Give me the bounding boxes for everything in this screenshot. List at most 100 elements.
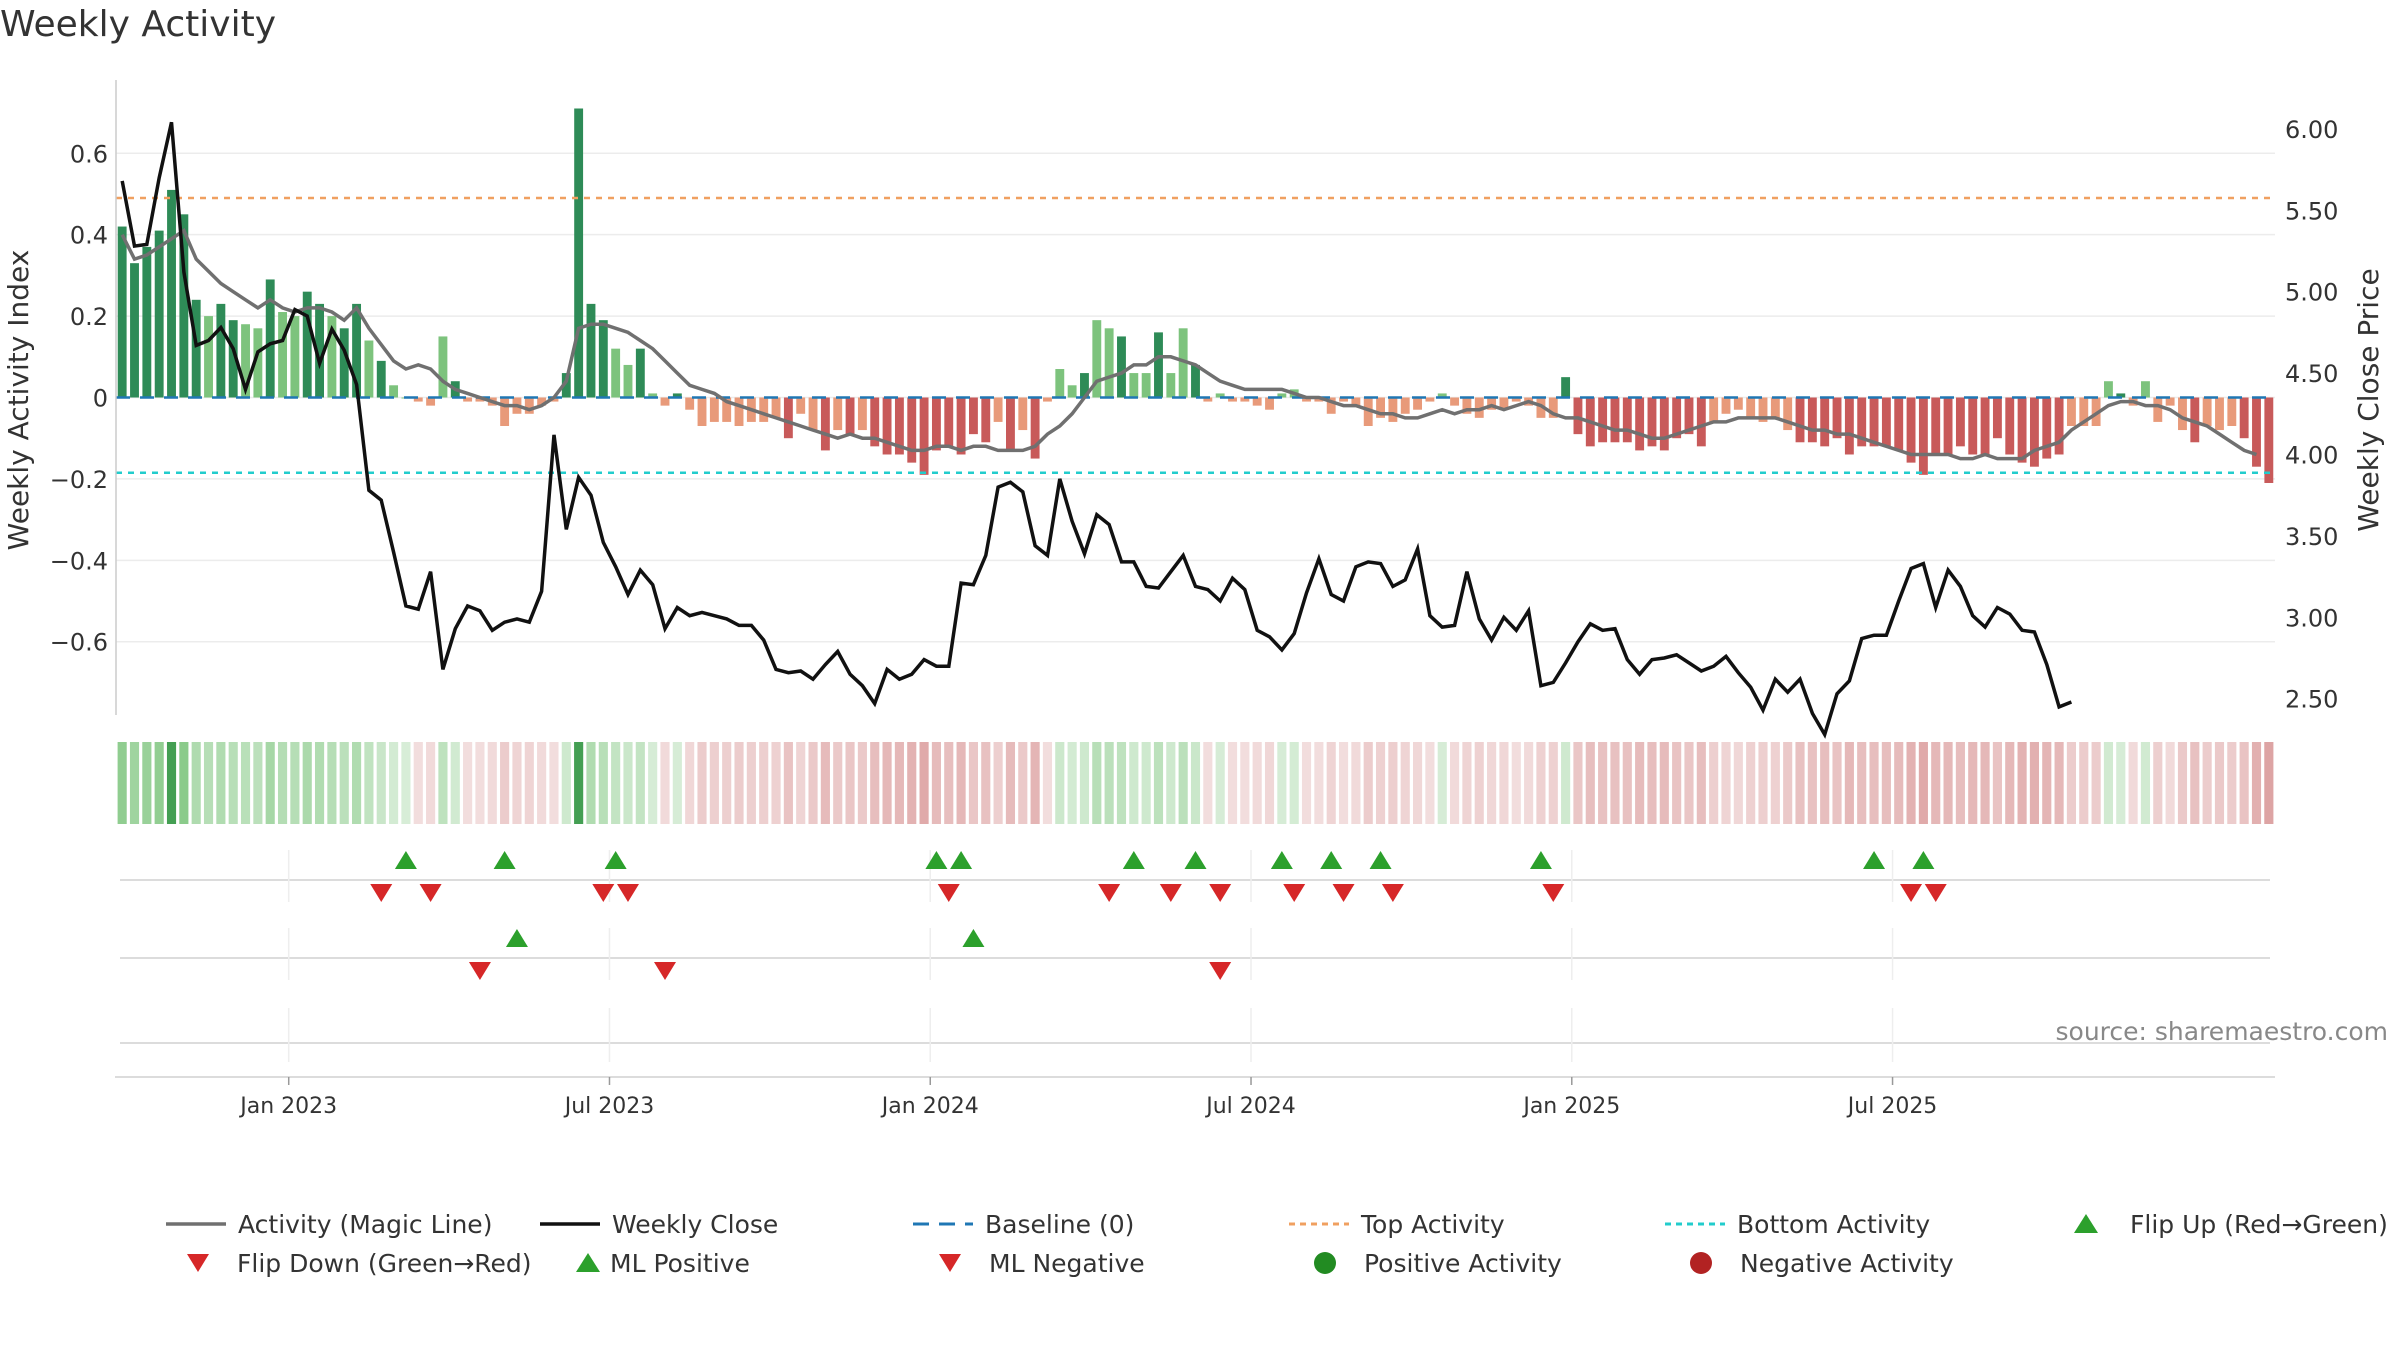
y-tick-label-right: 4.00 xyxy=(2285,441,2338,469)
activity-bar xyxy=(1881,397,1891,447)
activity-bar xyxy=(1339,397,1348,402)
activity-bar xyxy=(1104,328,1114,398)
activity-bar xyxy=(1363,397,1373,426)
activity-bar xyxy=(993,397,1003,422)
activity-bar xyxy=(364,340,374,398)
activity-bar xyxy=(1548,397,1558,418)
heat-cell xyxy=(265,742,275,824)
activity-bar xyxy=(2066,397,2076,426)
heat-cell xyxy=(2190,742,2200,824)
heat-cell xyxy=(611,742,621,824)
heat-cell xyxy=(352,742,362,824)
flip-down-marker xyxy=(1900,884,1923,902)
heat-cell xyxy=(931,742,941,824)
activity-bar xyxy=(1351,397,1361,406)
activity-bar xyxy=(648,393,658,398)
flip-down-marker xyxy=(419,884,442,902)
activity-bar xyxy=(2202,397,2212,426)
heat-cell xyxy=(1301,742,1312,824)
activity-bar xyxy=(1746,397,1756,418)
activity-bar xyxy=(1191,364,1200,398)
activity-bar xyxy=(1770,397,1780,418)
activity-bar xyxy=(1721,397,1731,414)
heat-cell xyxy=(463,742,473,824)
heat-cell xyxy=(1548,742,1558,824)
activity-bar xyxy=(1092,320,1102,398)
heat-cell xyxy=(586,742,596,824)
heat-cell xyxy=(2017,742,2027,824)
heat-cell xyxy=(1487,742,1497,824)
activity-bar xyxy=(882,397,892,455)
heat-cell xyxy=(1289,742,1299,824)
magic-line xyxy=(120,227,2258,461)
y-tick-label-left: 0.4 xyxy=(70,222,108,250)
flip-up-marker xyxy=(925,851,948,869)
heat-cell xyxy=(1116,742,1127,824)
activity-bar xyxy=(697,397,707,426)
activity-bar xyxy=(1228,397,1237,402)
activity-bar xyxy=(1943,397,1953,455)
heat-cell xyxy=(771,742,781,824)
legend-label: Activity (Magic Line) xyxy=(238,1210,492,1239)
heat-cell xyxy=(2140,742,2151,824)
heat-cell xyxy=(2054,742,2064,824)
legend-label: Top Activity xyxy=(1360,1210,1505,1239)
heat-cell xyxy=(1807,742,1817,824)
y-tick-label-right: 2.50 xyxy=(2285,686,2338,714)
activity-bar xyxy=(524,397,534,414)
flip-up-marker xyxy=(1912,851,1935,869)
heat-cell xyxy=(179,742,189,824)
heat-cell xyxy=(1277,742,1287,824)
heat-cell xyxy=(1351,742,1361,824)
activity-bar xyxy=(1178,328,1188,398)
activity-bar xyxy=(327,316,337,398)
legend-swatch-up-triangle xyxy=(2074,1214,2098,1233)
heat-cell xyxy=(660,742,670,824)
activity-bar xyxy=(1733,397,1743,410)
activity-bar xyxy=(586,303,596,398)
heat-cell xyxy=(129,742,140,824)
activity-bar xyxy=(944,397,954,447)
legend-item: Flip Up (Red→Green) xyxy=(2074,1210,2388,1239)
heat-cell xyxy=(1770,742,1780,824)
flip-down-marker xyxy=(1283,884,1306,902)
heat-cell xyxy=(376,742,386,824)
heat-cell xyxy=(1832,742,1842,824)
activity-bar xyxy=(1474,397,1484,418)
heat-cell xyxy=(808,742,818,824)
heat-cell xyxy=(2177,742,2188,824)
heat-cell xyxy=(1153,742,1164,824)
activity-bar xyxy=(475,397,485,402)
legend-item: Baseline (0) xyxy=(913,1210,1134,1239)
heat-cell xyxy=(1992,742,2002,824)
heat-cell xyxy=(968,742,978,824)
activity-bar xyxy=(1203,397,1213,402)
activity-bar xyxy=(2178,397,2187,431)
activity-bar xyxy=(796,397,806,414)
heat-cell xyxy=(1055,742,1065,824)
activity-bar xyxy=(1154,332,1163,398)
activity-bar xyxy=(2252,397,2261,467)
heat-cell xyxy=(1758,742,1768,824)
flip-down-marker xyxy=(1381,884,1404,902)
heat-cell xyxy=(450,742,460,824)
heat-cell xyxy=(1881,742,1891,824)
activity-bar xyxy=(981,397,991,443)
heat-cell xyxy=(919,742,929,824)
activity-bar xyxy=(228,320,238,398)
activity-bar xyxy=(611,348,621,398)
heat-cell xyxy=(524,742,534,824)
flip-down-marker xyxy=(592,884,615,902)
heat-cell xyxy=(389,742,399,824)
heat-cell xyxy=(2251,742,2262,824)
heat-cell xyxy=(561,742,571,824)
flip-up-marker xyxy=(1529,851,1552,869)
legend-item: Weekly Close xyxy=(540,1210,778,1239)
activity-bar xyxy=(771,397,781,418)
flip-down-marker xyxy=(616,884,639,902)
legend-item: ML Negative xyxy=(939,1249,1145,1278)
y-tick-label-right: 5.00 xyxy=(2285,279,2338,307)
heat-cell xyxy=(240,742,251,824)
heat-cell xyxy=(401,742,411,824)
heat-cell xyxy=(1894,742,1904,824)
